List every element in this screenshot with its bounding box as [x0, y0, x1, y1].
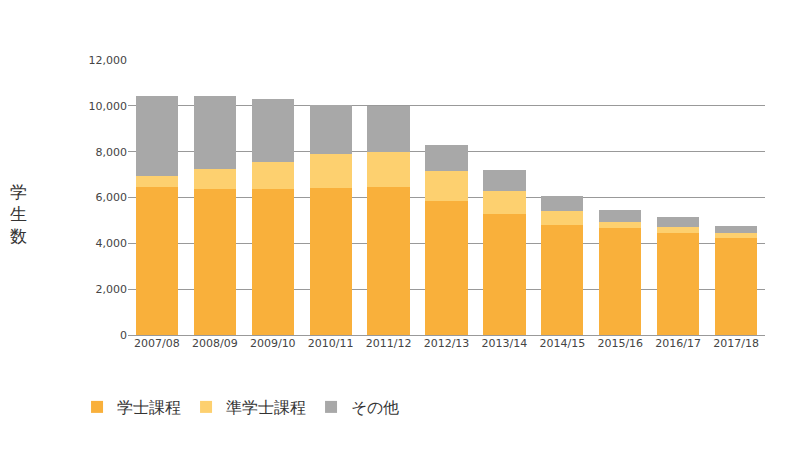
svg-text:2015/16: 2015/16	[597, 337, 643, 350]
svg-text:2017/18: 2017/18	[713, 337, 759, 350]
svg-text:0: 0	[120, 329, 127, 342]
svg-text:2007/08: 2007/08	[134, 337, 180, 350]
svg-text:8,000: 8,000	[96, 146, 128, 159]
svg-text:2008/09: 2008/09	[192, 337, 238, 350]
svg-text:10,000: 10,000	[89, 100, 128, 113]
svg-text:4,000: 4,000	[96, 237, 128, 250]
svg-text:2012/13: 2012/13	[424, 337, 470, 350]
svg-text:2011/12: 2011/12	[366, 337, 412, 350]
svg-text:6,000: 6,000	[96, 191, 128, 204]
svg-text:2009/10: 2009/10	[250, 337, 296, 350]
svg-text:学生数: 学生数	[10, 182, 27, 246]
svg-text:2014/15: 2014/15	[539, 337, 585, 350]
svg-text:2010/11: 2010/11	[308, 337, 354, 350]
svg-text:2016/17: 2016/17	[655, 337, 701, 350]
svg-text:2013/14: 2013/14	[482, 337, 528, 350]
svg-text:その他: その他	[351, 398, 399, 417]
svg-text:学士課程: 学士課程	[117, 398, 181, 417]
svg-text:12,000: 12,000	[89, 54, 128, 67]
svg-text:2,000: 2,000	[96, 283, 128, 296]
svg-text:準学士課程: 準学士課程	[226, 398, 306, 417]
